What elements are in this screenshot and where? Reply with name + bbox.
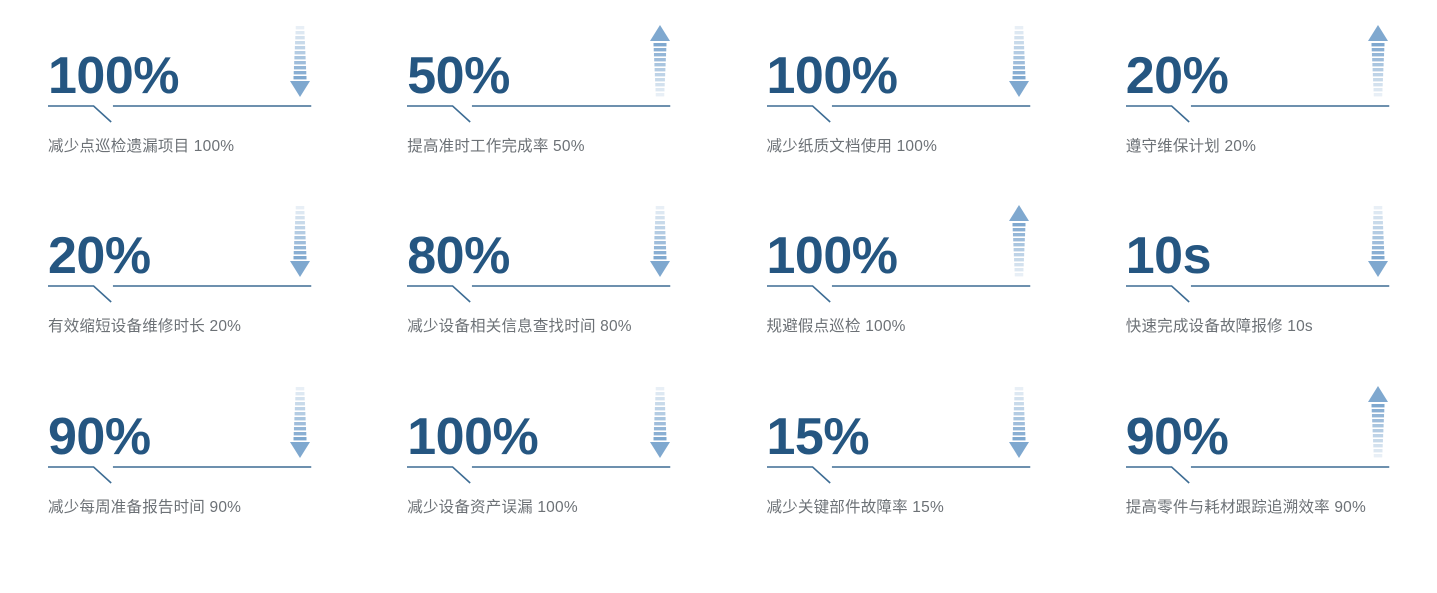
stat-label: 提高零件与耗材跟踪追溯效率 90% (1125, 498, 1366, 516)
arrow-down-icon (649, 385, 671, 459)
arrow-up-icon (1367, 24, 1389, 98)
stat-value-row: 100% (407, 373, 671, 463)
stat-value-row: 15% (767, 373, 1030, 463)
arrow-down-icon (289, 204, 311, 278)
stat-card: 15% 减少关键部件故障率 15% (719, 373, 1078, 553)
arrow-down-icon (1008, 386, 1029, 458)
stat-value: 10s (1125, 227, 1212, 286)
divider-line (767, 461, 1030, 487)
stat-label: 减少设备相关信息查找时间 80% (407, 318, 632, 336)
stat-card: 20% 有效缩短设备维修时长 20% (0, 192, 359, 372)
stat-value: 90% (1125, 407, 1229, 466)
arrow-up-icon (649, 24, 671, 98)
stat-divider (767, 100, 1030, 126)
stat-value-row: 20% (48, 192, 311, 282)
stat-value-row: 10s (1126, 192, 1389, 282)
stat-label: 规避假点巡检 100% (766, 318, 906, 336)
stat-card: 100% 减少纸质文档使用 100% (719, 12, 1078, 192)
stat-value-row: 100% (767, 192, 1030, 282)
stat-value: 90% (48, 407, 151, 466)
stat-value-row: 80% (407, 192, 671, 282)
arrow-down-icon (289, 385, 311, 459)
stat-label: 减少点巡检遗漏项目 100% (48, 138, 235, 155)
stat-value-row: 90% (48, 373, 311, 463)
stat-card: 90% 减少每周准备报告时间 90% (0, 373, 359, 553)
divider-line (407, 100, 670, 126)
stat-divider (407, 100, 670, 126)
stat-divider (48, 280, 311, 306)
arrow-down-icon (1368, 206, 1388, 278)
stat-label: 有效缩短设备维修时长 20% (48, 318, 242, 336)
stat-value: 80% (407, 227, 510, 286)
stat-label: 减少设备资产误漏 100% (407, 498, 578, 516)
stat-divider (767, 461, 1030, 487)
divider-line (48, 100, 311, 126)
arrow-up-icon (1368, 385, 1388, 458)
divider-line (1126, 461, 1389, 487)
arrow-down-icon (290, 206, 311, 278)
arrow-up-icon (1367, 385, 1389, 459)
arrow-down-icon (1008, 24, 1030, 98)
stat-value: 15% (766, 407, 870, 466)
stat-value: 100% (407, 407, 539, 466)
stat-divider (1126, 280, 1389, 306)
stat-divider (767, 280, 1030, 306)
divider-line (767, 100, 1030, 126)
arrow-up-icon (649, 25, 670, 97)
divider-line (767, 280, 1030, 306)
divider-line (407, 461, 670, 487)
stat-value-row: 50% (407, 12, 671, 102)
arrow-up-icon (1368, 25, 1388, 97)
stat-value-row: 90% (1126, 373, 1389, 463)
stat-divider (48, 100, 311, 126)
stat-divider (1126, 100, 1389, 126)
arrow-down-icon (289, 24, 311, 98)
stat-card: 100% 减少点巡检遗漏项目 100% (0, 12, 359, 192)
arrow-down-icon (1008, 385, 1030, 459)
divider-line (48, 461, 311, 487)
stat-card: 10s 快速完成设备故障报修 10s (1078, 192, 1437, 372)
stat-value: 100% (766, 47, 899, 105)
arrow-down-icon (649, 206, 670, 278)
stat-value-row: 100% (767, 12, 1030, 102)
arrow-down-icon (649, 204, 671, 278)
stat-value: 20% (48, 227, 151, 286)
arrow-down-icon (1008, 26, 1029, 97)
stat-label: 减少纸质文档使用 100% (766, 138, 938, 155)
stat-divider (1126, 461, 1389, 487)
arrow-up-icon (1008, 204, 1030, 278)
stat-value: 20% (1125, 47, 1229, 105)
divider-line (407, 280, 670, 306)
stat-divider (407, 280, 670, 306)
stat-card: 50% 提高准时工作完成率 50% (359, 12, 718, 192)
stat-card: 80% 减少设备相关信息查找时间 80% (359, 192, 718, 372)
stat-divider (48, 461, 311, 487)
arrow-up-icon (1008, 205, 1029, 277)
stat-value: 100% (766, 227, 899, 286)
stat-label: 减少关键部件故障率 15% (766, 498, 944, 516)
arrow-down-icon (290, 26, 311, 97)
stat-card: 20% 遵守维保计划 20% (1078, 12, 1437, 192)
stat-value: 100% (48, 47, 180, 105)
divider-line (1126, 100, 1389, 126)
divider-line (48, 280, 311, 306)
stat-value: 50% (407, 47, 510, 105)
stat-card: 100% 规避假点巡检 100% (719, 192, 1078, 372)
stat-card: 100% 减少设备资产误漏 100% (359, 373, 718, 553)
stat-value-row: 20% (1126, 12, 1389, 102)
stat-divider (407, 461, 670, 487)
stat-label: 快速完成设备故障报修 10s (1125, 318, 1313, 336)
stat-label: 提高准时工作完成率 50% (407, 138, 585, 155)
stat-label: 遵守维保计划 20% (1125, 138, 1257, 155)
stat-label: 减少每周准备报告时间 90% (48, 498, 242, 516)
stat-card: 90% 提高零件与耗材跟踪追溯效率 90% (1078, 373, 1437, 553)
arrow-down-icon (649, 386, 670, 458)
stat-value-row: 100% (48, 12, 311, 102)
arrow-down-icon (290, 386, 311, 458)
arrow-down-icon (1367, 204, 1389, 278)
divider-line (1126, 280, 1389, 306)
